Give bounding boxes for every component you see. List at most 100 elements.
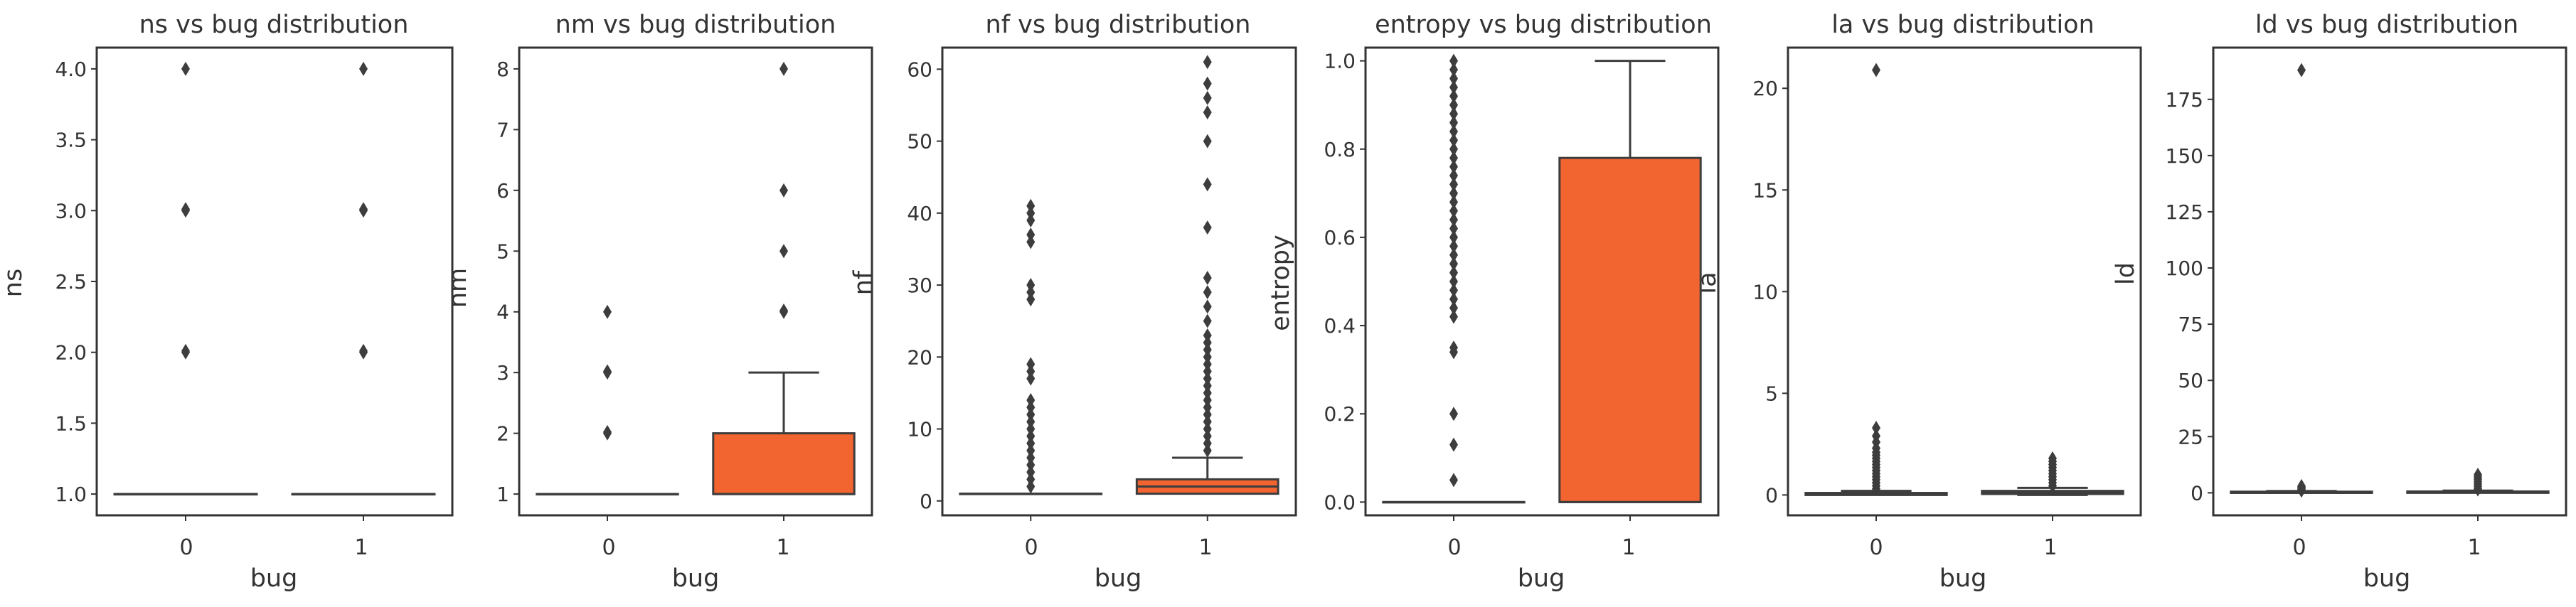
outlier-point [1203,335,1212,350]
outlier-point [1026,292,1036,307]
box-nf-bug-0 [959,198,1103,495]
outlier-point [1203,393,1212,408]
outlier-point [1203,357,1212,372]
outlier-point [1026,472,1036,487]
panel-ns: ns vs bug distribution bug ns 0 1 [0,11,408,593]
y-tick-label: 3.5 [55,129,87,152]
y-tick-label: 10 [907,418,932,441]
outlier-point [1203,385,1212,400]
y-tick-label: 0 [920,490,932,513]
axes-frame-nm [518,46,873,517]
outlier-point [1026,393,1036,408]
y-tick-label: 0 [1765,483,1778,507]
y-tick-label: 75 [2178,313,2203,336]
x-tick-label: 1 [2043,535,2057,560]
outlier-point [1449,437,1458,452]
outlier-point [1203,76,1212,91]
y-tick-label: 50 [907,130,932,154]
outlier-point [1203,364,1212,379]
outlier-point [1026,278,1036,293]
outlier-point [1449,247,1458,262]
y-axis-label-entropy: entropy [1267,235,1295,331]
outlier-point [1203,55,1212,70]
x-tick-label: 1 [354,535,368,560]
outlier-point [1449,301,1458,316]
y-tick-label: 0.0 [1324,490,1356,514]
box-nm-bug-1 [712,61,856,495]
outlier-point [779,304,788,318]
outlier-point [1203,436,1212,451]
outlier-point [1449,213,1458,227]
outlier-point [1449,89,1458,104]
x-axis-label-nf: bug [1095,564,1142,593]
y-tick-label: 150 [2166,144,2203,168]
x-tick-label: 1 [1622,535,1635,560]
axes-frame-la [1787,46,2142,517]
outlier-point [1203,371,1212,386]
panel-entropy: entropy vs bug distribution bug entropy … [1267,11,1712,593]
chart-title-entropy: entropy vs bug distribution [1375,11,1712,39]
x-tick-label: 0 [1447,535,1461,560]
outlier-point [1026,198,1036,213]
outlier-point [1449,159,1458,174]
outlier-point [1026,205,1036,220]
outlier-point [1203,414,1212,429]
outlier-point [2048,451,2057,466]
chart-title-la: la vs bug distribution [1831,11,2095,39]
outlier-point [1203,313,1212,328]
outlier-point [2297,478,2306,493]
x-axis-label-entropy: bug [1518,564,1565,593]
box-ld-bug-0 [2230,63,2373,498]
outlier-point [603,424,612,439]
outlier-point [359,202,368,217]
outlier-point [1026,436,1036,451]
outlier-point [1449,71,1458,86]
outlier-point [1449,80,1458,95]
outlier-point [1449,274,1458,289]
y-tick-label: 0 [2191,481,2203,505]
outlier-point [1203,177,1212,192]
panel-nm: nm vs bug distribution bug nm 0 1 [444,11,836,593]
outlier-point [1026,451,1036,466]
outlier-point [1026,285,1036,300]
outlier-point [1449,239,1458,254]
axes-frame-ld [2212,46,2567,517]
y-tick-label: 25 [2178,425,2203,448]
x-axis-label-nm: bug [672,564,720,593]
y-tick-label: 175 [2166,88,2203,112]
outlier-point [1449,124,1458,139]
outlier-point [1026,465,1036,480]
y-axis-label-nf: nf [849,270,878,295]
outlier-point [1203,270,1212,285]
outlier-point [1203,443,1212,458]
y-tick-label: 60 [907,58,932,81]
outlier-point [1203,421,1212,436]
chart-title-nf: nf vs bug distribution [986,11,1251,39]
y-axis-label-nm: nm [444,268,472,308]
y-tick-label: 8 [496,58,509,81]
plot-area-nm: 1 2 3 4 5 6 7 8 [496,46,873,521]
y-tick-label: 20 [1752,77,1778,100]
outlier-point [1026,443,1036,458]
outlier-point [1203,299,1212,314]
y-tick-label: 0.2 [1324,402,1356,426]
outlier-point [1449,257,1458,272]
x-axis-label-ns: bug [250,564,298,593]
y-tick-label: 5 [1765,382,1778,405]
chart-title-ns: ns vs bug distribution [139,11,409,39]
outlier-point [1449,177,1458,192]
x-tick-label: 0 [2292,535,2306,560]
y-tick-label: 10 [1752,280,1778,304]
outlier-point [603,304,612,319]
outlier-point [1026,458,1036,473]
outlier-point [1203,343,1212,358]
x-tick-label: 1 [1198,535,1212,560]
outlier-point [1203,350,1212,365]
outlier-point [1872,420,1880,435]
outlier-point [779,244,788,259]
x-axis-label-ld: bug [2363,564,2411,593]
outlier-point [1026,407,1036,422]
box-la-bug-1 [1981,451,2124,496]
outlier-point [1449,133,1458,148]
outlier-point [1449,221,1458,236]
